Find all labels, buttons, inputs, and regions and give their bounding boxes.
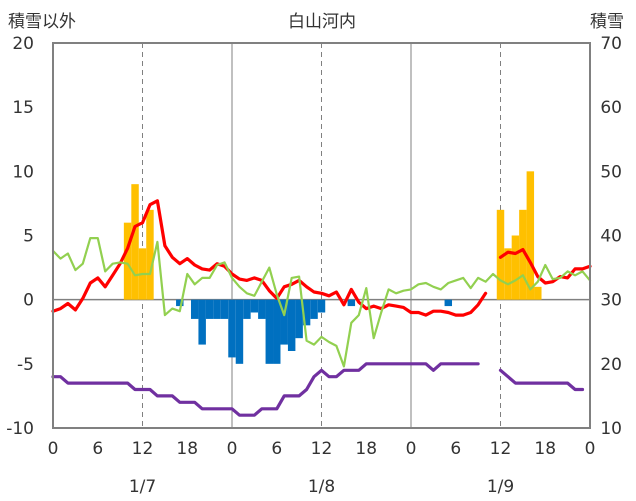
- orange-bar: [526, 171, 535, 300]
- x-tick-label: 0: [585, 439, 596, 459]
- blue-bar: [213, 299, 221, 319]
- x-tick-label: 18: [176, 439, 198, 459]
- x-tick-label: 0: [48, 439, 59, 459]
- y-right-tick-label: 30: [600, 291, 622, 311]
- blue-bar: [280, 299, 288, 345]
- blue-bar: [295, 299, 303, 339]
- x-tick-label: 18: [355, 439, 377, 459]
- blue-bar: [176, 299, 184, 307]
- x-tick-label: 18: [534, 439, 556, 459]
- blue-bar: [258, 299, 266, 319]
- orange-bar: [146, 209, 154, 300]
- red-line: [51, 199, 592, 317]
- y-left-tick-label: -5: [17, 355, 34, 375]
- blue-bar: [302, 299, 311, 326]
- y-left-tick-label: 5: [23, 227, 34, 247]
- y-right-tick-label: 20: [600, 355, 622, 375]
- blue-bar: [265, 299, 274, 364]
- x-tick-label: 12: [311, 439, 333, 459]
- x-day-label: 1/9: [487, 477, 514, 497]
- x-day-label: 1/7: [129, 477, 156, 497]
- green-line: [51, 237, 592, 368]
- x-day-label: 1/8: [308, 477, 335, 497]
- orange-bar: [123, 222, 132, 300]
- blue-bar: [250, 299, 259, 313]
- y-left-tick-label: -10: [6, 419, 34, 439]
- x-tick-label: 6: [92, 439, 103, 459]
- blue-bar: [347, 299, 356, 307]
- y-right-tick-label: 70: [600, 34, 622, 54]
- blue-bar: [317, 299, 326, 313]
- y-left-tick-label: 10: [12, 162, 34, 182]
- x-tick-label: 12: [490, 439, 512, 459]
- x-tick-label: 6: [271, 439, 282, 459]
- blue-bar: [205, 299, 214, 319]
- orange-bar: [131, 184, 139, 300]
- blue-bar: [198, 299, 206, 345]
- blue-bar: [228, 299, 236, 358]
- blue-bar: [287, 299, 296, 351]
- x-tick-label: 6: [450, 439, 461, 459]
- blue-bar: [444, 299, 453, 307]
- y-right-tick-label: 40: [600, 227, 622, 247]
- x-tick-label: 0: [406, 439, 417, 459]
- orange-bar: [496, 209, 505, 300]
- y-right-tick-label: 60: [600, 98, 622, 118]
- x-tick-label: 0: [227, 439, 238, 459]
- y-left-axis-label: 積雪以外: [8, 12, 76, 32]
- y-left-tick-label: 20: [12, 34, 34, 54]
- blue-bar: [243, 299, 251, 319]
- orange-bar: [534, 286, 542, 300]
- blue-bar: [273, 299, 281, 364]
- blue-bar: [220, 299, 229, 319]
- orange-bar: [504, 248, 512, 300]
- plot-frame: [52, 42, 591, 429]
- y-right-tick-label: 50: [600, 162, 622, 182]
- y-right-axis-label: 積雪: [590, 12, 624, 32]
- blue-bar: [235, 299, 244, 364]
- y-left-tick-label: 15: [12, 98, 34, 118]
- orange-bar: [519, 209, 527, 300]
- orange-bar: [511, 235, 520, 300]
- x-tick-label: 12: [132, 439, 154, 459]
- purple-line: [51, 362, 585, 417]
- blue-bar: [310, 299, 318, 319]
- y-left-tick-label: 0: [23, 291, 34, 311]
- chart-title: 白山河内: [288, 12, 356, 32]
- y-right-tick-label: 10: [600, 419, 622, 439]
- blue-bar: [190, 299, 199, 319]
